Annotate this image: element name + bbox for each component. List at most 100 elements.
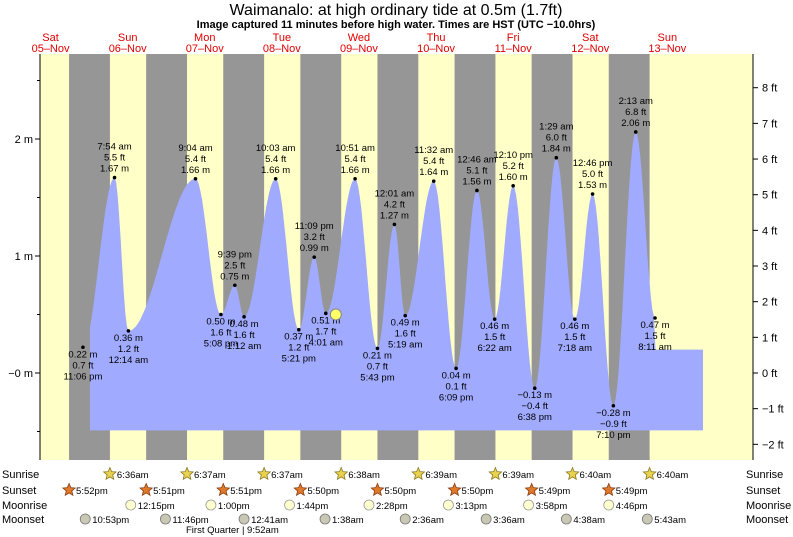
extreme-label: 0.1 ft (446, 381, 467, 392)
extreme-label: 1.64 m (419, 167, 448, 178)
high-tide-marker: 12:01 am4.2 ft1.27 m (375, 188, 414, 227)
extreme-label: 0.48 m (230, 319, 259, 330)
extreme-point (633, 130, 638, 134)
water-area (90, 132, 703, 431)
extreme-point (611, 403, 616, 408)
sunset-time: 5:49pm (539, 486, 571, 497)
extreme-label: 10:51 am (335, 143, 375, 154)
extreme-label: 5.2 ft (503, 161, 524, 172)
right-tick-label: 3 ft (762, 261, 777, 273)
extreme-label: 5:21 pm (282, 354, 316, 365)
extreme-label: 6:09 pm (439, 392, 473, 403)
sunrise-time: 6:38am (348, 470, 380, 481)
extreme-label: 1.66 m (341, 165, 370, 176)
high-tide-marker: 9:39 pm2.5 ft0.75 m (218, 249, 252, 288)
extreme-point (554, 155, 559, 160)
extreme-point (375, 346, 380, 351)
sunset-time: 5:50pm (462, 486, 494, 497)
low-tide-marker: 0.04 m0.1 ft6:09 pm (439, 366, 473, 403)
extreme-label: 1.56 m (462, 176, 491, 187)
extreme-label: 1.53 m (578, 180, 607, 191)
extreme-label: 1.67 m (100, 164, 129, 175)
extreme-label: 5.1 ft (466, 165, 487, 176)
extreme-label: 1.84 m (542, 144, 571, 155)
right-tick-label: −2 ft (762, 439, 784, 451)
extreme-point (353, 176, 357, 181)
low-tide-marker: 0.49 m1.6 ft5:19 am (388, 313, 422, 351)
extreme-label: 0.75 m (220, 271, 249, 282)
extreme-point (431, 179, 436, 183)
right-tick-label: 1 ft (762, 332, 777, 344)
sunset-time: 5:49pm (616, 486, 648, 497)
extreme-label: 0.37 m (284, 332, 313, 343)
high-tide-marker: 10:51 am5.4 ft1.66 m (335, 143, 375, 181)
extreme-point (511, 184, 515, 188)
extreme-label: 9:04 am (178, 143, 212, 154)
low-tide-marker: −0.13 m−0.4 ft6:38 pm (517, 386, 552, 423)
left-tick-label: 2 m (15, 134, 33, 146)
moonset-icon (560, 513, 572, 525)
sunset-time: 5:50pm (307, 486, 339, 497)
extreme-label: 2:13 am (619, 96, 653, 107)
moonset-time: 2:36am (412, 515, 444, 526)
extreme-label: 0.49 m (391, 318, 420, 329)
extreme-label: 11:06 pm (63, 371, 102, 382)
moonset-time: 1:38am (332, 515, 364, 526)
moon-phase-label: First Quarter | 9:52am (186, 525, 279, 536)
sunset-icon (293, 482, 308, 497)
sunrise-icon (642, 466, 657, 481)
extreme-label: 11:32 am (414, 145, 453, 156)
extreme-label: 0.22 m (68, 349, 97, 360)
extreme-label: 12:10 pm (493, 150, 533, 161)
date-label: 13–Nov (648, 43, 686, 55)
day-label: Sun (118, 32, 138, 44)
extreme-point (573, 317, 577, 321)
sunrise-time: 6:40am (657, 470, 689, 481)
sunset-time: 5:51pm (230, 486, 262, 497)
right-tick-label: 7 ft (762, 118, 777, 130)
extreme-label: 11:09 pm (295, 221, 334, 232)
extreme-label: 1.2 ft (288, 343, 309, 354)
extreme-label: 0.99 m (300, 243, 329, 254)
moonrise-icon (125, 499, 137, 511)
sunset-icon (524, 482, 539, 497)
date-label: 11–Nov (495, 43, 533, 55)
day-labels: Sat05–NovSun06–NovMon07–NovTue08–NovWed0… (32, 32, 687, 55)
extreme-point (233, 283, 237, 288)
extreme-label: 5:43 pm (360, 372, 394, 383)
sunset-time: 5:51pm (153, 486, 185, 497)
sunrise-icon (334, 466, 349, 481)
right-tick-label: 4 ft (762, 225, 777, 237)
extreme-label: 1.66 m (181, 165, 210, 176)
extreme-label: 0.46 m (480, 321, 509, 332)
extreme-label: 0.46 m (560, 321, 589, 332)
left-tick-label: −0 m (8, 368, 33, 380)
left-tick-label: 1 m (15, 251, 33, 263)
extreme-label: −0.4 ft (521, 401, 548, 412)
extreme-label: 0.21 m (363, 350, 392, 361)
astro-label-right: Sunrise (746, 469, 783, 481)
astro-label-left: Sunrise (2, 469, 39, 481)
sunrise-time: 6:37am (271, 470, 303, 481)
extreme-point (242, 315, 246, 319)
extreme-label: 1.2 ft (118, 344, 139, 355)
axes: −0 m 1 m 2 m 8 ft 7 ft 6 ft 5 ft 4 ft 3 ft 2 ft 1 … (8, 54, 784, 460)
extreme-label: 4:01 am (309, 337, 343, 348)
extreme-label: −0.28 m (596, 408, 631, 419)
sunrise-icon (256, 466, 272, 481)
sunrise-time: 6:40am (580, 470, 612, 481)
extreme-label: 7:10 pm (596, 430, 630, 441)
extreme-label: 12:46 pm (573, 158, 613, 169)
sunrise-icon (411, 466, 426, 481)
extreme-label: −0.9 ft (600, 419, 627, 430)
sunset-icon (447, 482, 462, 497)
low-tide-marker: 0.46 m1.5 ft6:22 am (477, 317, 512, 354)
moonset-icon (641, 513, 653, 525)
extreme-label: 6:38 pm (518, 412, 552, 423)
high-tide-marker: 12:46 am5.1 ft1.56 m (457, 154, 497, 193)
moonset-icon (319, 513, 331, 525)
extreme-label: 0.7 ft (367, 361, 388, 372)
moonrise-icon (205, 499, 217, 511)
